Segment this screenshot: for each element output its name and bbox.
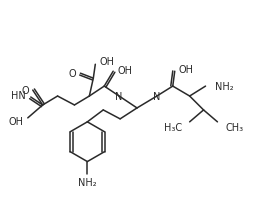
Text: CH₃: CH₃	[225, 122, 244, 132]
Text: NH₂: NH₂	[215, 82, 234, 92]
Text: NH₂: NH₂	[78, 178, 97, 187]
Text: N: N	[153, 92, 161, 102]
Text: O: O	[21, 86, 29, 96]
Text: OH: OH	[179, 65, 194, 75]
Text: N: N	[115, 92, 123, 102]
Text: HN: HN	[11, 91, 26, 101]
Text: H₃C: H₃C	[163, 122, 182, 132]
Text: OH: OH	[117, 66, 132, 76]
Text: OH: OH	[99, 57, 114, 67]
Text: OH: OH	[9, 116, 24, 126]
Text: O: O	[69, 69, 76, 79]
